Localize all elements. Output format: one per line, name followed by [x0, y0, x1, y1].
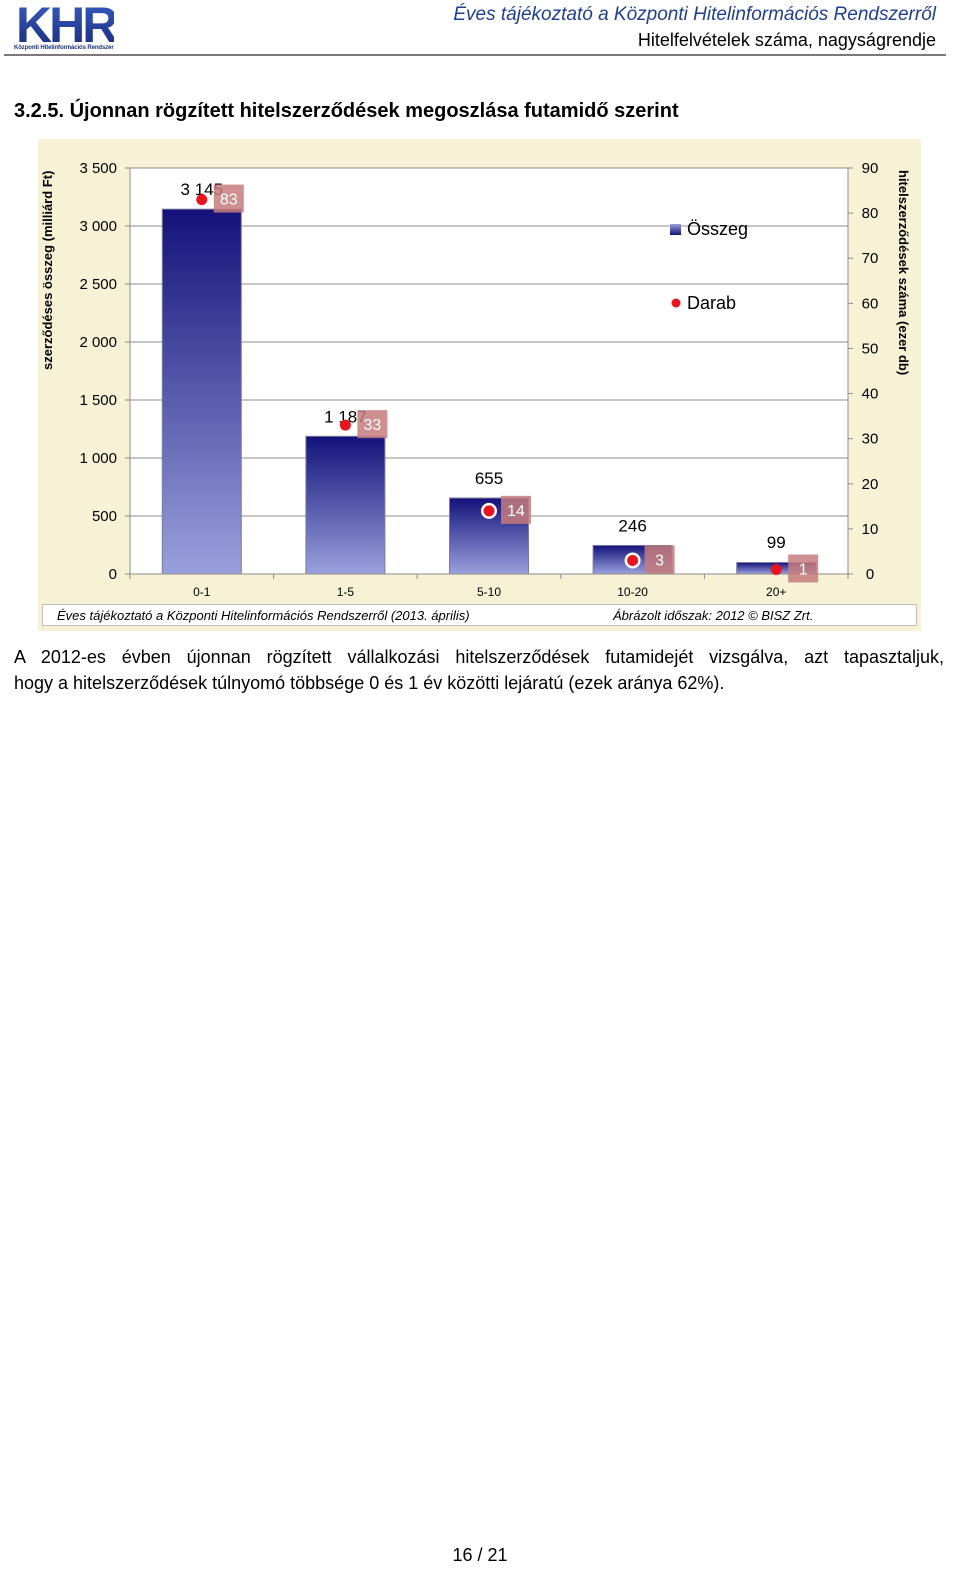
right-axis-title: hitelszerződések száma (ezer db) — [896, 170, 911, 376]
left-tick-label: 3 000 — [79, 218, 117, 235]
count-value-label: 1 — [799, 561, 808, 578]
legend-label-amount: Összeg — [687, 219, 748, 239]
bar-value-label: 3 145 — [181, 180, 224, 199]
right-tick-label: 60 — [862, 295, 879, 312]
category-label: 1-5 — [337, 585, 355, 599]
legend-label-count: Darab — [687, 293, 736, 313]
count-label-box — [644, 545, 675, 574]
page-number: 16 / 21 — [452, 1545, 508, 1565]
count-marker — [339, 419, 351, 431]
body-paragraph: A 2012-es évben újonnan rögzített vállal… — [14, 644, 944, 696]
left-tick-label: 3 500 — [79, 160, 117, 177]
right-tick-label: 90 — [862, 160, 879, 177]
bar-1-5 — [305, 435, 386, 575]
left-tick-label: 0 — [109, 566, 117, 583]
right-tick-label: 10 — [862, 521, 879, 538]
count-label-box — [788, 554, 819, 583]
chart-panel: 0 500 1 000 1 500 2 000 2 500 3 000 3 500 0 10 20… — [38, 139, 921, 631]
count-marker — [483, 505, 495, 517]
right-tick-label: 50 — [862, 340, 879, 357]
bar-0-1 — [161, 208, 242, 575]
svg-text:KHR: KHR — [16, 0, 114, 48]
count-label-box — [357, 410, 388, 439]
khr-logo: KHR — [14, 0, 121, 56]
bar-value-label: 1 187 — [324, 407, 367, 426]
right-tick-label: 70 — [862, 250, 879, 267]
count-value-label: 83 — [220, 192, 238, 209]
bar-value-label: 655 — [475, 469, 503, 488]
category-label: 10-20 — [617, 585, 648, 599]
document-title: Éves tájékoztató a Központi Hitelinformá… — [453, 4, 936, 25]
category-label: 20+ — [766, 585, 786, 599]
left-axis-title: szerződéses összeg (milliárd Ft) — [40, 170, 55, 370]
bar-value-label: 99 — [767, 533, 786, 552]
count-marker — [627, 554, 639, 566]
logo-subtitle: Központi Hitelinformációs Rendszer — [14, 45, 114, 51]
category-label: 5-10 — [477, 585, 501, 599]
left-tick-label: 2 000 — [79, 334, 117, 351]
right-tick-label: 40 — [862, 386, 879, 403]
left-tick-label: 1 500 — [79, 392, 117, 409]
count-label-box — [501, 495, 531, 524]
right-tick-label: 0 — [866, 566, 874, 583]
chart-source-bar: Éves tájékoztató a Központi Hitelinformá… — [42, 604, 917, 626]
count-marker — [770, 563, 782, 575]
paragraph-line-2: hogy a hitelszerződések túlnyomó többség… — [14, 673, 725, 693]
header-divider — [4, 54, 946, 56]
count-label-box — [213, 184, 244, 213]
document-subtitle: Hitelfelvételek száma, nagyságrendje — [637, 30, 936, 50]
right-tick-label: 20 — [862, 476, 879, 493]
bar-value-label: 246 — [618, 516, 646, 535]
section-title: 3.2.5. Újonnan rögzített hitelszerződése… — [14, 100, 679, 122]
count-marker — [196, 194, 208, 206]
period-text: Ábrázolt időszak: 2012 © BISZ Zrt. — [613, 608, 814, 623]
left-tick-label: 2 500 — [79, 276, 117, 293]
left-tick-label: 1 000 — [79, 450, 117, 467]
category-label: 0-1 — [193, 585, 211, 599]
count-value-label: 33 — [364, 417, 382, 434]
right-tick-label: 80 — [862, 205, 879, 222]
term-distribution-chart: 0 500 1 000 1 500 2 000 2 500 3 000 3 500 0 10 20… — [79, 160, 879, 599]
count-value-label: 14 — [507, 503, 525, 520]
source-text: Éves tájékoztató a Központi Hitelinformá… — [57, 608, 470, 623]
legend-swatch-amount — [670, 224, 681, 235]
legend-marker-count — [671, 298, 681, 308]
paragraph-line-1: A 2012-es évben újonnan rögzített vállal… — [14, 647, 944, 667]
right-tick-label: 30 — [862, 431, 879, 448]
count-value-label: 3 — [655, 552, 664, 569]
left-tick-label: 500 — [92, 508, 117, 525]
